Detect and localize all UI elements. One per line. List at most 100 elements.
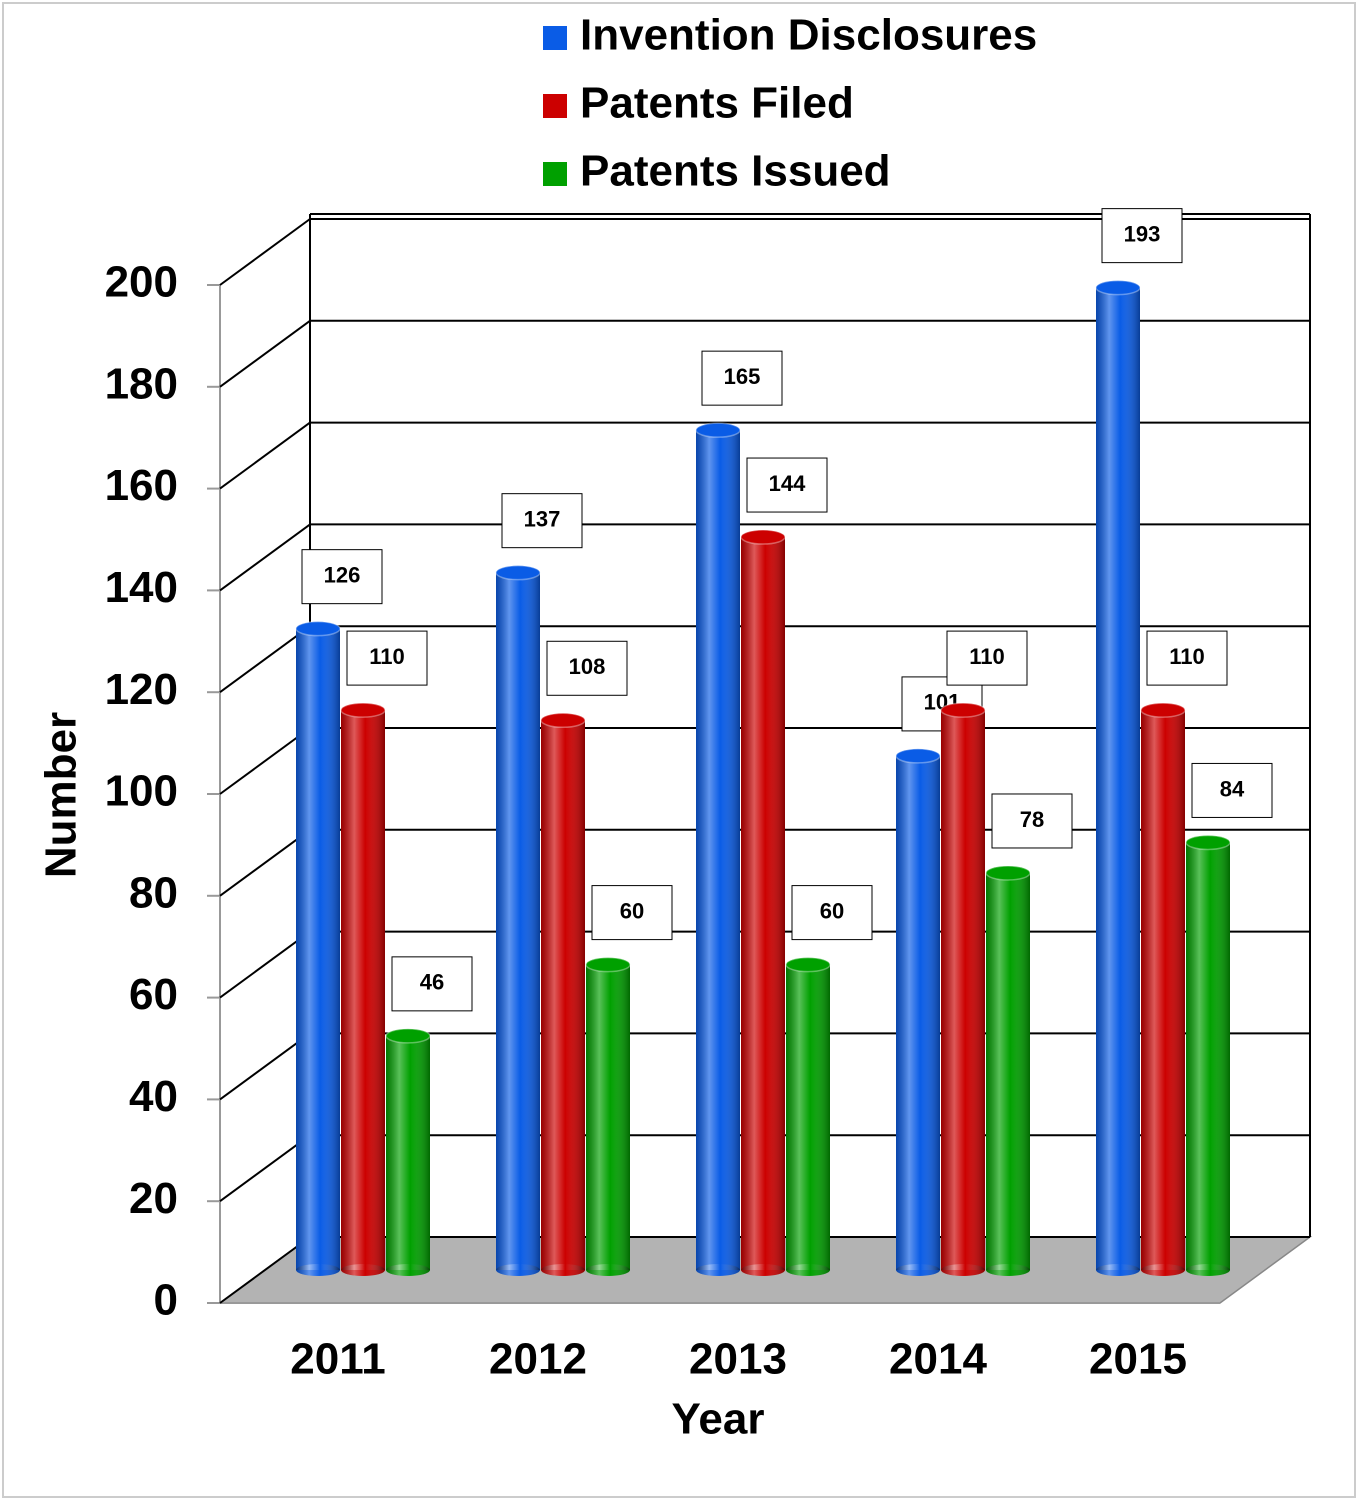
legend-swatch [543,26,567,50]
grid-line [219,218,311,286]
bar-top [1095,279,1141,296]
data-label: 137 [524,506,561,531]
data-label-box [791,885,873,941]
x-tick-label: 2011 [290,1335,385,1384]
data-label: 144 [769,471,806,496]
data-label: 60 [620,898,644,923]
y-tick-label: 160 [105,461,178,510]
y-tick-label: 40 [129,1072,178,1121]
bar-top [895,748,941,764]
grid-line [219,319,311,388]
bar-shade [1141,710,1185,1270]
bar-shade [696,430,740,1270]
bar [385,1028,431,1276]
bar-top [785,956,831,973]
bar-shade [341,710,385,1270]
bar [540,712,586,1276]
bar-shade [386,1035,430,1270]
data-label-box [591,885,673,941]
bar-shade [896,755,940,1270]
bar [1185,834,1231,1276]
x-tick-label: 2014 [889,1335,987,1384]
bar-shade [786,964,830,1270]
bar [985,865,1031,1276]
y-tick-label: 80 [129,868,178,917]
data-label: 84 [1220,776,1245,801]
y-axis-title: Number [37,712,86,878]
bar-top [295,620,341,637]
bar-shade [541,720,585,1270]
y-tick-label: 120 [105,665,178,714]
data-label: 165 [724,364,761,389]
bar [895,748,941,1276]
grid-line [219,727,311,795]
bar-shade [1096,287,1140,1270]
bar-shade [496,572,540,1270]
bar-top [540,712,586,729]
y-tick-label: 20 [129,1174,178,1223]
y-tick-label: 200 [105,258,178,307]
bar [1140,702,1186,1276]
data-label-box [946,630,1028,686]
bar-shade [586,964,630,1270]
data-label: 110 [369,644,405,669]
x-tick-label: 2013 [689,1335,787,1384]
x-tick-label: 2012 [489,1335,587,1384]
y-tick-label: 100 [105,767,178,816]
grid-line [219,523,311,592]
legend-label: Invention Disclosures [580,11,1037,60]
bar-shade [296,628,340,1270]
grid-line [219,421,311,490]
data-label-box [701,350,783,406]
bar-shade [1186,842,1230,1270]
bar-shade [941,710,985,1270]
bar-top [495,564,541,581]
y-tick-label: 140 [105,563,178,612]
bar [340,702,386,1276]
x-axis-title: Year [672,1395,765,1444]
bar-top [740,529,786,545]
bar-top [340,702,386,718]
data-label: 110 [969,644,1005,669]
bar [940,702,986,1276]
data-label-box [501,493,583,549]
data-label-box [991,793,1073,849]
data-label-box [746,457,828,513]
x-tick-label: 2015 [1089,1335,1187,1384]
data-label-box [1191,762,1273,818]
bar [695,422,741,1276]
data-label-box [1101,208,1183,264]
bar-top [695,422,741,438]
legend-swatch [543,94,567,118]
bar [495,564,541,1276]
data-label-box [391,956,473,1012]
bar-top [385,1028,431,1044]
bar [740,529,786,1276]
bar-shade [741,537,785,1270]
bar [585,956,631,1276]
legend-label: Patents Filed [580,79,854,128]
data-label: 193 [1124,221,1161,246]
grid-line [219,625,311,694]
bar [295,620,341,1276]
bar-top [1140,702,1186,718]
bar-top [940,702,986,718]
data-label-box [301,549,383,605]
data-label: 78 [1020,807,1044,832]
grid-line [219,1134,311,1203]
legend-label: Patents Issued [580,147,891,196]
y-tick-label: 0 [154,1276,178,1325]
bar [785,956,831,1276]
data-label: 60 [820,898,844,923]
bar [1095,279,1141,1276]
data-label: 126 [324,562,361,587]
bar-shade [986,872,1030,1270]
data-label: 46 [420,970,444,995]
data-label: 110 [1169,644,1205,669]
data-label-box [346,630,428,686]
grid-line [219,1236,311,1304]
y-tick-label: 180 [105,359,178,408]
data-label: 108 [569,654,606,679]
